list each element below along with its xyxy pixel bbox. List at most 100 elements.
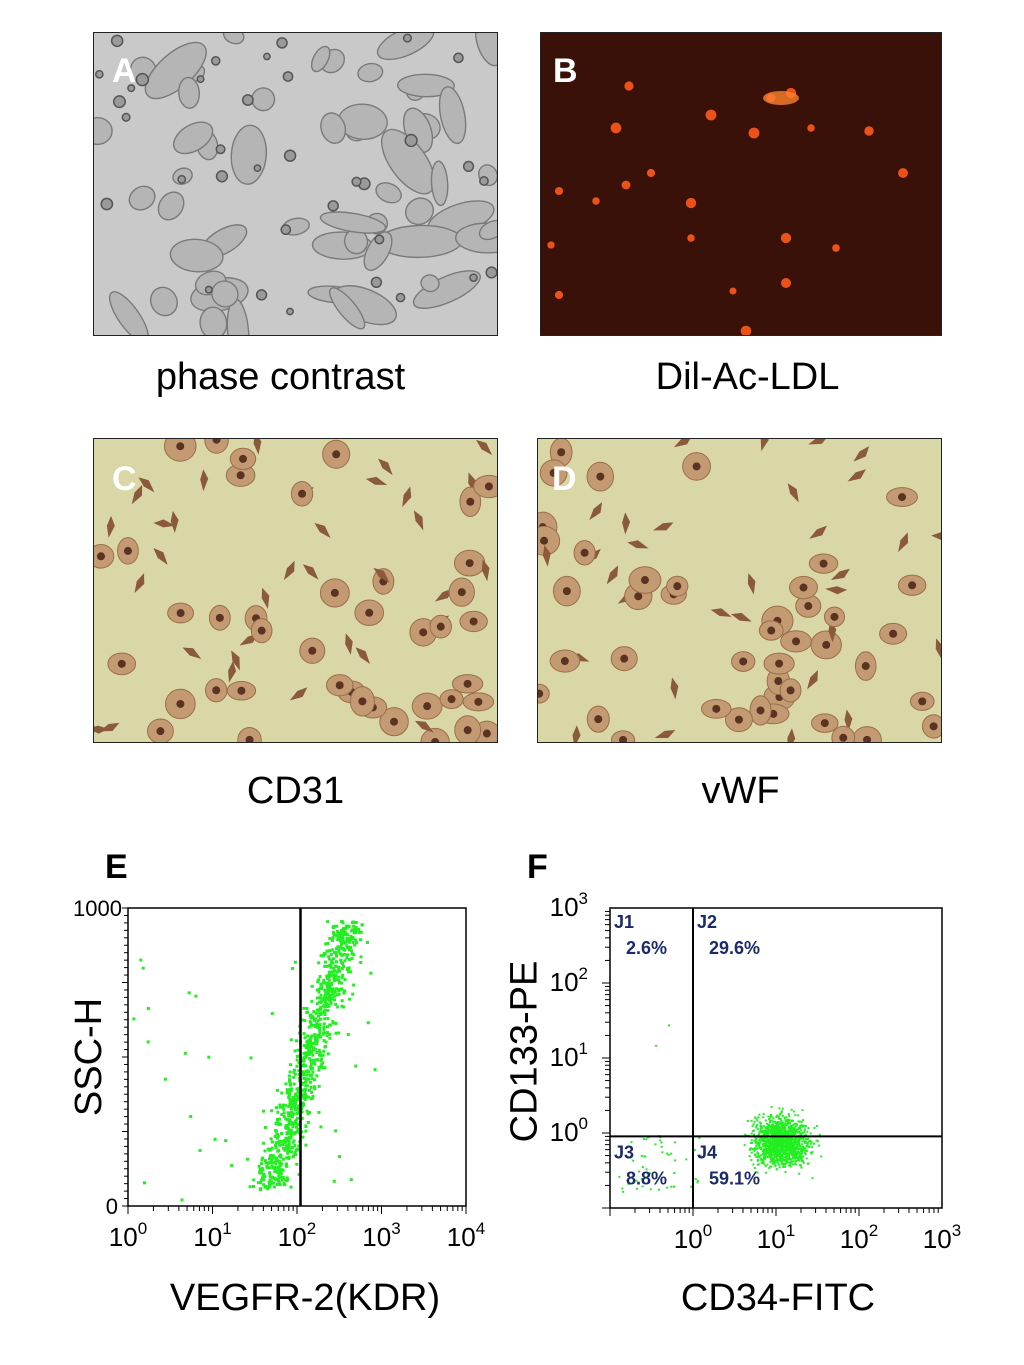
event-dot xyxy=(284,1125,288,1129)
event-dot xyxy=(770,1115,773,1118)
event-dot xyxy=(292,1070,296,1074)
event-dot xyxy=(754,1140,757,1143)
event-dot xyxy=(274,1144,278,1148)
event-dot xyxy=(306,1010,310,1014)
event-dot xyxy=(262,1172,266,1176)
event-dot xyxy=(355,941,359,945)
event-dot xyxy=(296,1097,300,1101)
event-dot xyxy=(339,943,343,947)
event-dot xyxy=(303,1097,307,1101)
event-dot xyxy=(146,1007,150,1011)
event-dot xyxy=(343,940,347,944)
event-dot xyxy=(638,1170,641,1173)
event-dot xyxy=(760,1122,763,1125)
event-dot xyxy=(801,1140,804,1143)
spindle-cell xyxy=(99,722,120,732)
event-dot xyxy=(772,1145,775,1148)
event-dot xyxy=(804,1147,807,1150)
spindle-cell xyxy=(847,469,866,482)
spindle-cell xyxy=(378,458,393,476)
event-dot xyxy=(312,1010,316,1014)
event-dot xyxy=(776,1161,779,1164)
event-dot xyxy=(784,1126,787,1129)
event-dot xyxy=(302,1073,306,1077)
event-dot xyxy=(811,1177,814,1180)
x-tick-label: 104 xyxy=(447,1219,485,1252)
event-dot xyxy=(313,1038,317,1042)
event-dot xyxy=(349,949,353,953)
event-dot xyxy=(793,1140,796,1143)
event-dot xyxy=(309,1097,313,1101)
event-dot xyxy=(696,1179,699,1182)
event-dot xyxy=(300,1103,304,1107)
fluorescent-spot xyxy=(898,168,908,178)
event-dot xyxy=(288,1114,292,1118)
event-dot xyxy=(764,1144,767,1147)
spindle-cell xyxy=(302,564,319,580)
event-dot xyxy=(325,1034,329,1038)
event-dot xyxy=(302,1059,306,1063)
event-dot xyxy=(801,1109,804,1112)
event-dot xyxy=(755,1144,758,1147)
event-dot xyxy=(278,1143,282,1147)
event-dot xyxy=(300,1116,304,1120)
event-dot xyxy=(791,1138,794,1141)
event-dot xyxy=(325,964,329,968)
spindle-cell xyxy=(670,677,679,700)
event-dot xyxy=(784,1139,787,1142)
event-dot xyxy=(773,1154,776,1157)
event-dot xyxy=(327,978,331,982)
event-dot xyxy=(797,1128,800,1131)
event-dot xyxy=(301,1081,305,1085)
event-dot xyxy=(773,1126,776,1129)
plot-e-ylabel: SSC-H xyxy=(68,998,110,1116)
event-dot xyxy=(758,1143,761,1146)
event-dot xyxy=(278,1117,282,1121)
event-dot xyxy=(347,924,351,928)
nucleus xyxy=(889,629,898,638)
event-dot xyxy=(285,1132,289,1136)
event-dot xyxy=(804,1153,807,1156)
event-dot xyxy=(780,1138,783,1141)
nucleus xyxy=(640,576,649,585)
event-dot xyxy=(288,1118,292,1122)
fluorescent-spot xyxy=(832,244,840,252)
event-dot xyxy=(340,981,344,985)
event-dot xyxy=(342,991,346,995)
event-dot xyxy=(787,1153,790,1156)
spindle-cell xyxy=(898,532,908,553)
event-dot xyxy=(347,970,351,974)
event-dot xyxy=(674,1159,677,1162)
event-dot xyxy=(257,1164,261,1168)
small-cell xyxy=(215,170,229,183)
nucleus xyxy=(237,686,246,695)
event-dot xyxy=(289,1107,293,1111)
event-dot xyxy=(771,1162,774,1165)
event-dot xyxy=(658,1188,661,1191)
event-dot xyxy=(337,980,341,984)
y-tick-label: 0 xyxy=(106,1194,118,1219)
event-dot xyxy=(797,1158,800,1161)
event-dot xyxy=(775,1158,778,1161)
event-dot xyxy=(141,966,145,970)
event-dot xyxy=(346,933,350,937)
event-dot xyxy=(334,960,338,964)
event-dot xyxy=(285,1088,289,1092)
event-dot xyxy=(765,1150,768,1153)
event-dot xyxy=(801,1131,804,1134)
event-dot xyxy=(348,938,352,942)
event-dot xyxy=(766,1127,769,1130)
event-dot xyxy=(333,990,337,994)
event-dot xyxy=(340,967,344,971)
event-dot xyxy=(804,1138,807,1141)
event-dot xyxy=(332,998,336,1002)
event-dot xyxy=(781,1139,784,1142)
event-dot xyxy=(309,1016,313,1020)
event-dot xyxy=(796,1145,799,1148)
event-dot xyxy=(268,1172,272,1176)
event-dot xyxy=(292,1139,296,1143)
spindle-cell xyxy=(730,612,752,622)
cell xyxy=(157,191,185,221)
event-dot xyxy=(771,1126,774,1129)
event-dot xyxy=(349,929,353,933)
